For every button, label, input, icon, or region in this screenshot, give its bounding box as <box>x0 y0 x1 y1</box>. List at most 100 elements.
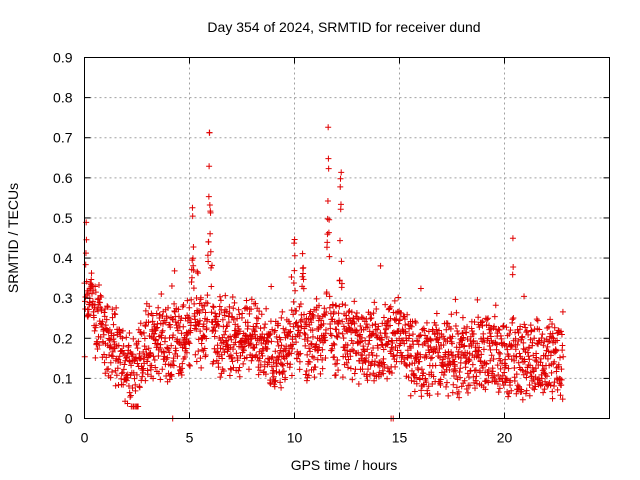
data-point <box>305 372 312 379</box>
data-point <box>351 298 358 305</box>
data-point <box>473 373 480 380</box>
data-point <box>404 347 411 354</box>
data-point <box>277 379 284 386</box>
data-point <box>125 383 132 390</box>
data-point <box>248 357 255 364</box>
data-point <box>302 371 309 378</box>
data-point <box>185 314 192 321</box>
data-point <box>226 310 233 317</box>
data-point <box>108 352 115 359</box>
data-point <box>271 383 278 390</box>
data-point <box>243 354 250 361</box>
data-point <box>91 327 98 334</box>
data-point <box>502 362 509 369</box>
data-point <box>211 345 218 352</box>
data-point <box>476 344 483 351</box>
data-point <box>532 357 539 364</box>
data-point <box>394 347 401 354</box>
data-point <box>496 385 503 392</box>
data-point <box>230 364 237 371</box>
data-point <box>412 319 419 326</box>
data-point <box>505 353 512 360</box>
data-point <box>336 277 343 284</box>
data-point <box>539 331 546 338</box>
data-point <box>210 358 217 365</box>
data-point <box>312 364 319 371</box>
data-point <box>558 382 565 389</box>
data-point <box>541 386 548 393</box>
data-point <box>541 365 548 372</box>
data-point <box>408 323 415 330</box>
data-point <box>491 373 498 380</box>
data-point <box>157 341 164 348</box>
x-tick-label: 5 <box>186 430 194 446</box>
data-point <box>478 319 485 326</box>
data-point <box>256 308 263 315</box>
data-point <box>340 335 347 342</box>
data-point <box>147 366 154 373</box>
data-point <box>532 383 539 390</box>
data-point <box>401 356 408 363</box>
data-point <box>334 334 341 341</box>
data-point <box>443 383 450 390</box>
data-point <box>477 369 484 376</box>
data-point <box>135 338 142 345</box>
data-point <box>313 306 320 313</box>
data-point <box>270 367 277 374</box>
data-point <box>557 354 564 361</box>
data-point <box>163 315 170 322</box>
data-point <box>301 330 308 337</box>
data-point <box>225 319 232 326</box>
data-point <box>416 376 423 383</box>
data-point <box>288 307 295 314</box>
data-point <box>484 335 491 342</box>
data-point <box>92 289 99 296</box>
data-point <box>179 344 186 351</box>
data-point <box>434 390 441 397</box>
data-point <box>558 331 565 338</box>
data-point <box>201 303 208 310</box>
data-point <box>307 348 314 355</box>
data-point <box>142 323 149 330</box>
data-point <box>412 355 419 362</box>
data-point <box>110 332 117 339</box>
data-point <box>145 311 152 318</box>
data-point <box>253 314 260 321</box>
data-point <box>452 367 459 374</box>
data-point <box>359 366 366 373</box>
data-point <box>443 379 450 386</box>
data-point <box>436 334 443 341</box>
data-point <box>526 356 533 363</box>
data-point <box>418 393 425 400</box>
data-point <box>421 340 428 347</box>
data-point <box>474 347 481 354</box>
data-point <box>515 337 522 344</box>
data-point <box>469 361 476 368</box>
data-point <box>231 299 238 306</box>
data-point <box>497 365 504 372</box>
data-point <box>155 352 162 359</box>
data-point <box>542 352 549 359</box>
data-point <box>529 339 536 346</box>
data-point <box>326 216 333 223</box>
data-point <box>208 264 215 271</box>
data-point <box>323 326 329 333</box>
data-point <box>168 282 175 289</box>
data-point <box>446 366 453 373</box>
data-point <box>474 296 481 303</box>
data-point <box>106 352 113 359</box>
data-point <box>165 304 172 311</box>
data-point <box>490 374 497 381</box>
data-point <box>538 375 545 382</box>
data-point <box>401 340 408 347</box>
data-point <box>535 341 542 348</box>
data-point <box>280 368 287 375</box>
data-point <box>330 308 337 315</box>
data-point <box>559 308 566 315</box>
data-point <box>557 392 564 399</box>
data-point <box>365 366 372 373</box>
x-tick-label: 10 <box>287 430 303 446</box>
y-tick-label: 0 <box>65 411 73 427</box>
data-point <box>383 334 390 341</box>
data-point <box>517 323 524 330</box>
